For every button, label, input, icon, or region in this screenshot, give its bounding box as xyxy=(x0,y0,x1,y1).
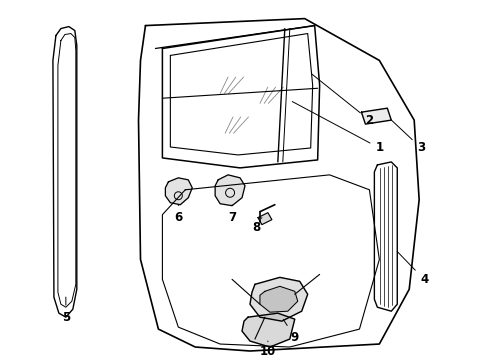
Polygon shape xyxy=(258,213,272,225)
Text: 1: 1 xyxy=(292,102,383,154)
Text: 5: 5 xyxy=(62,297,70,324)
Text: 8: 8 xyxy=(252,218,262,234)
Text: 3: 3 xyxy=(392,120,425,154)
Polygon shape xyxy=(362,108,392,124)
Text: 2: 2 xyxy=(312,74,373,127)
Polygon shape xyxy=(242,313,295,347)
Polygon shape xyxy=(250,277,308,321)
Text: 4: 4 xyxy=(397,252,428,286)
Polygon shape xyxy=(166,178,192,205)
Text: 7: 7 xyxy=(228,205,236,224)
Text: 6: 6 xyxy=(174,205,182,224)
Text: 9: 9 xyxy=(283,319,299,343)
Polygon shape xyxy=(215,175,245,206)
Polygon shape xyxy=(260,286,298,312)
Text: 10: 10 xyxy=(260,341,276,357)
